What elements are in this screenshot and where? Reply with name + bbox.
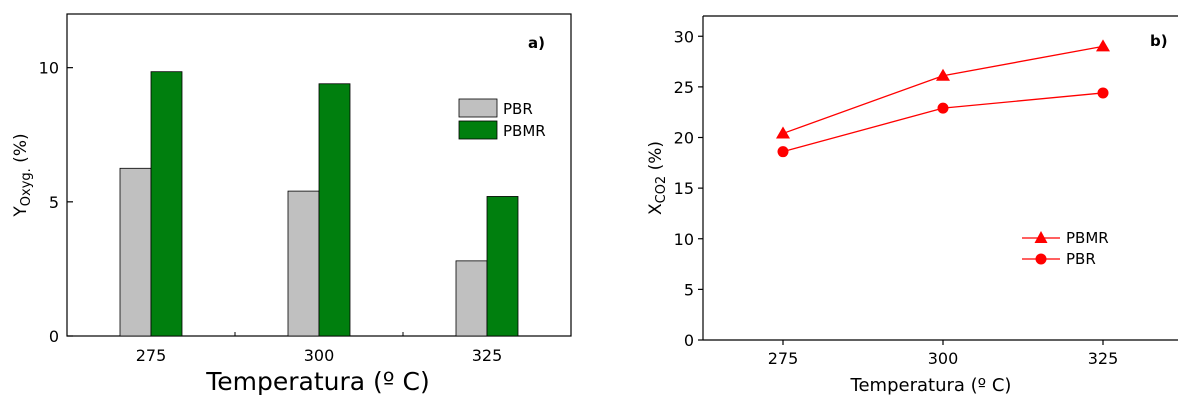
y-tick-label-b: 25	[674, 78, 694, 97]
x-axis-b: 275 300 325	[768, 340, 1119, 368]
point-pbmr-300	[936, 68, 950, 81]
legend-marker-circle	[1035, 253, 1047, 265]
line-pbr	[782, 92, 1104, 153]
legend-label-pbmr: PBMR	[503, 122, 546, 140]
y-axis-label-a: YOxyg. (%)	[11, 133, 34, 217]
x-tick-label-a: 275	[136, 346, 167, 365]
point-pbr-275	[777, 146, 789, 158]
bars-a	[119, 71, 519, 337]
x-tick-label-a: 325	[472, 346, 503, 365]
legend-swatch-pbmr	[458, 120, 498, 140]
panel-label-a: a)	[528, 34, 545, 52]
legend-swatch-pbr	[458, 98, 498, 118]
y-tick-label-b: 0	[684, 331, 694, 350]
y-tick-label-a: 5	[49, 193, 59, 212]
y-axis-b: 0 5 10 15 20 25 30	[674, 27, 703, 350]
bar-pbmr-300	[318, 83, 351, 337]
point-pbmr-325	[1096, 39, 1110, 52]
y-tick-label-b: 30	[674, 27, 694, 46]
x-tick-label-b: 300	[928, 349, 959, 368]
legend-label-pbmr-b: PBMR	[1066, 229, 1109, 247]
legend-a: PBR PBMR	[458, 98, 546, 140]
legend-label-pbr: PBR	[503, 100, 533, 118]
point-pbmr-275	[776, 126, 790, 139]
y-tick-label-a: 0	[49, 327, 59, 346]
y-tick-label-b: 20	[674, 129, 694, 148]
x-axis-label-a: Temperatura (º C)	[205, 367, 430, 396]
y-axis-label-b: XCO2 (%)	[646, 141, 669, 215]
x-tick-label-b: 275	[768, 349, 799, 368]
y-tick-label-b: 5	[684, 280, 694, 299]
y-tick-label-b: 15	[674, 179, 694, 198]
x-axis-label-b: Temperatura (º C)	[850, 375, 1012, 396]
bar-pbmr-325	[486, 196, 519, 337]
y-tick-label-b: 10	[674, 230, 694, 249]
bar-pbr-275	[119, 167, 152, 337]
bar-pbmr-275	[150, 71, 183, 337]
bar-pbr-325	[455, 260, 488, 337]
x-tick-label-b: 325	[1088, 349, 1119, 368]
y-tick-label-a: 10	[39, 59, 59, 78]
point-pbr-300	[937, 102, 949, 114]
series-b	[776, 39, 1110, 158]
bar-chart-panel-a: 0 5 10 275 300 325 a) PBR PBMR YOxyg. (%) Te…	[11, 13, 572, 396]
point-pbr-325	[1097, 87, 1109, 99]
y-axis-a: 0 5 10	[39, 59, 73, 346]
x-tick-label-a: 300	[304, 346, 335, 365]
legend-label-pbr-b: PBR	[1066, 250, 1096, 268]
legend-b: PBMR PBR	[1022, 229, 1109, 268]
panel-label-b: b)	[1150, 32, 1168, 50]
bar-pbr-300	[287, 190, 320, 337]
line-pbmr	[782, 45, 1104, 135]
legend-marker-triangle	[1034, 231, 1048, 243]
line-chart-panel-b: 0 5 10 15 20 25 30 275 300 325 b) PBMR PBR XCO2 …	[646, 15, 1178, 396]
